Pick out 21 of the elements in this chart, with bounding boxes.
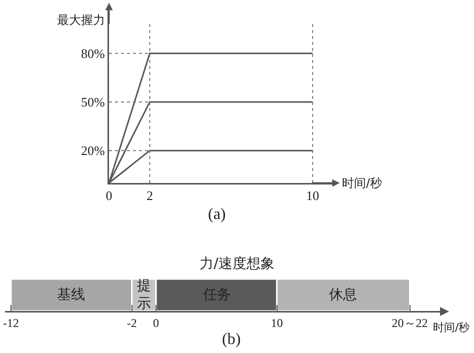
y-axis-title: 最大握力	[57, 13, 105, 27]
x-tick-label: 20～22	[392, 316, 428, 330]
x-tick-label: 0	[106, 188, 112, 204]
series-label: 任务	[202, 287, 231, 303]
annotation: (b)	[222, 331, 241, 348]
y-tick-label: 80%	[81, 46, 106, 61]
chart-title: 力/速度想象	[200, 256, 274, 272]
x-axis-title: 时间/秒	[342, 176, 382, 190]
x-tick-label: 2	[146, 188, 153, 204]
y-tick-label: 50%	[81, 94, 106, 110]
series-label: 休息	[329, 287, 357, 303]
x-tick-label: 10	[270, 316, 283, 330]
x-axis-title: 时间/秒	[433, 321, 470, 334]
series-label: 基线	[57, 287, 85, 303]
x-tick-label: 10	[306, 188, 320, 204]
y-tick-label: 20%	[81, 143, 106, 158]
x-tick-label: -2	[126, 316, 137, 330]
x-tick-label: 0	[153, 316, 160, 330]
x-tick-label: -12	[3, 316, 20, 330]
series-label: 提示	[137, 278, 151, 312]
text: (a)	[208, 206, 226, 223]
